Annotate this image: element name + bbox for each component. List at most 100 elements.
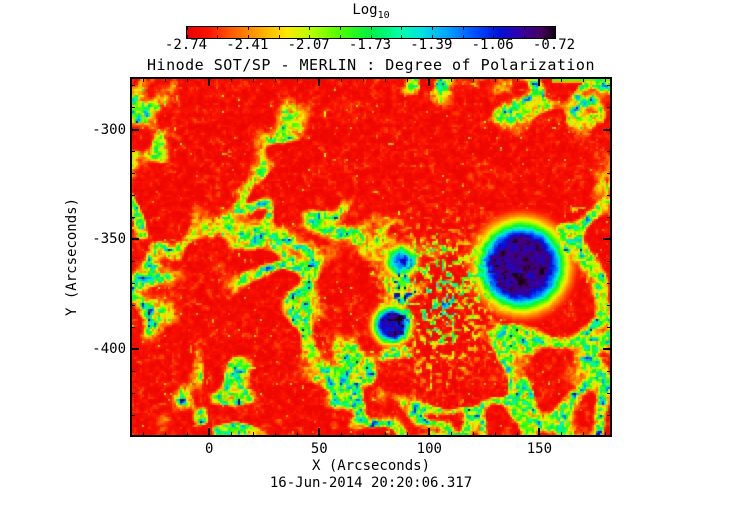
- axis-tick: [130, 304, 135, 306]
- axis-tick: [516, 77, 518, 82]
- axis-tick: [384, 77, 386, 82]
- y-tick-label: -300: [92, 121, 126, 138]
- axis-tick: [130, 238, 139, 241]
- colorbar-tick: [247, 35, 249, 38]
- axis-tick: [208, 428, 211, 437]
- colorbar-tick-label: -2.74: [164, 37, 208, 53]
- axis-tick: [296, 77, 298, 82]
- axis-tick: [428, 428, 431, 437]
- colorbar-tick: [217, 27, 219, 30]
- axis-tick: [252, 432, 254, 437]
- axis-tick: [604, 432, 606, 437]
- colorbar-tick: [278, 27, 280, 30]
- axis-tick: [130, 282, 135, 284]
- axis-tick: [384, 432, 386, 437]
- colorbar-tick: [186, 35, 188, 38]
- colorbar-tick: [309, 27, 311, 30]
- axis-tick: [494, 77, 496, 82]
- axis-tick: [130, 392, 135, 394]
- axis-tick: [607, 370, 612, 372]
- y-tick-label: -400: [92, 341, 126, 358]
- log-subscript: 10: [377, 9, 390, 21]
- x-axis-title: X (Arcseconds): [311, 458, 431, 474]
- axis-tick: [130, 151, 135, 153]
- axis-tick: [582, 77, 584, 82]
- axis-tick: [603, 128, 612, 131]
- axis-tick: [164, 432, 166, 437]
- log-text: Log: [352, 2, 378, 18]
- plot-area: [130, 77, 612, 437]
- colorbar-tick: [523, 35, 525, 38]
- axis-tick: [130, 128, 139, 131]
- axis-tick: [406, 77, 408, 82]
- colorbar-tick: [217, 35, 219, 38]
- axis-tick: [604, 77, 606, 82]
- axis-tick: [142, 432, 144, 437]
- axis-tick: [607, 304, 612, 306]
- axis-tick: [186, 77, 188, 82]
- axis-tick: [362, 77, 364, 82]
- axis-tick: [560, 432, 562, 437]
- colorbar-tick: [339, 27, 341, 30]
- axis-tick: [516, 432, 518, 437]
- axis-tick: [607, 260, 612, 262]
- colorbar-tick-label: -2.41: [226, 37, 269, 53]
- figure-title: Hinode SOT/SP - MERLIN : Degree of Polar…: [147, 56, 595, 74]
- axis-tick: [130, 414, 135, 416]
- axis-tick: [607, 85, 612, 87]
- colorbar-tick: [186, 27, 188, 30]
- axis-tick: [274, 77, 276, 82]
- colorbar-tick: [462, 35, 464, 38]
- colorbar: [186, 26, 556, 39]
- axis-tick: [130, 326, 135, 328]
- axis-tick: [130, 85, 135, 87]
- colorbar-tick-label: -1.06: [471, 37, 514, 53]
- axis-tick: [472, 77, 474, 82]
- axis-tick: [607, 392, 612, 394]
- axis-tick: [603, 348, 612, 351]
- axis-tick: [340, 77, 342, 82]
- axis-tick: [274, 432, 276, 437]
- axis-tick: [406, 432, 408, 437]
- x-tick-label: 0: [205, 441, 214, 457]
- colorbar-tick: [370, 35, 372, 38]
- axis-tick: [607, 173, 612, 175]
- axis-tick: [130, 216, 135, 218]
- axis-tick: [318, 428, 321, 437]
- axis-tick: [607, 216, 612, 218]
- axis-tick: [130, 173, 135, 175]
- colorbar-tick: [309, 35, 311, 38]
- colorbar-tick: [339, 35, 341, 38]
- axis-tick: [494, 432, 496, 437]
- axis-tick: [472, 432, 474, 437]
- axis-tick: [607, 151, 612, 153]
- y-tick-label: -350: [92, 231, 126, 248]
- colorbar-tick: [401, 35, 403, 38]
- axis-tick: [582, 432, 584, 437]
- axis-tick: [252, 77, 254, 82]
- colorbar-tick-label: -1.73: [348, 37, 392, 53]
- axis-tick: [560, 77, 562, 82]
- axis-tick: [164, 77, 166, 82]
- axis-tick: [607, 326, 612, 328]
- axis-tick: [208, 77, 211, 86]
- axis-tick: [130, 370, 135, 372]
- axis-tick: [607, 195, 612, 197]
- colorbar-tick: [523, 27, 525, 30]
- colorbar-tick: [554, 27, 556, 30]
- axis-tick: [296, 432, 298, 437]
- y-axis-title: Y (Arcseconds): [64, 197, 80, 317]
- timestamp-label: 16-Jun-2014 20:20:06.317: [269, 475, 473, 491]
- colorbar-tick: [462, 27, 464, 30]
- axis-tick: [450, 432, 452, 437]
- colorbar-tick-label: -2.07: [287, 37, 330, 53]
- axis-tick: [607, 107, 612, 109]
- axis-tick: [428, 77, 431, 86]
- axis-tick: [362, 432, 364, 437]
- axis-tick: [142, 77, 144, 82]
- colorbar-tick: [554, 35, 556, 38]
- colorbar-tick: [401, 27, 403, 30]
- axis-tick: [538, 77, 541, 86]
- x-tick-label: 50: [310, 441, 328, 457]
- axis-tick: [230, 77, 232, 82]
